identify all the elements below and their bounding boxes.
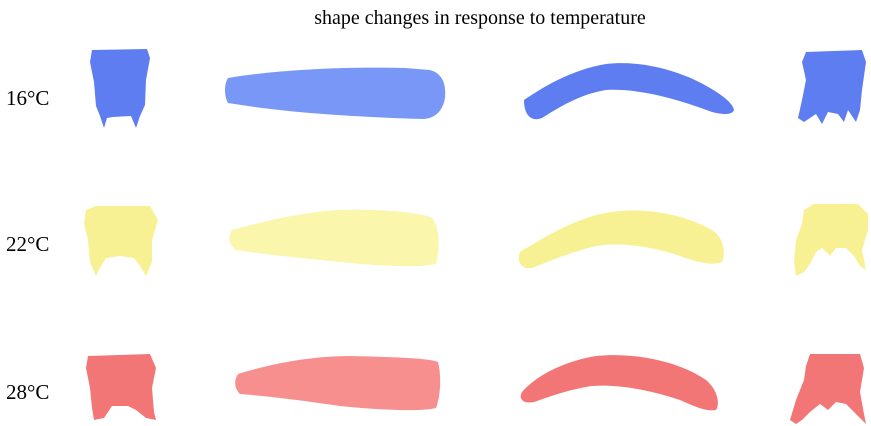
figure-title: shape changes in response to temperature — [314, 7, 646, 29]
row-16c — [90, 49, 866, 128]
shape-16c-top-view — [225, 67, 446, 119]
row-label-28c: 28°C — [6, 380, 50, 404]
shape-22c-back-view — [794, 204, 868, 276]
shape-16c-back-view — [798, 50, 866, 124]
shape-28c-front-view — [86, 354, 156, 420]
row-28c — [86, 354, 866, 424]
shape-22c-front-view — [84, 206, 158, 276]
shape-22c-side-view — [518, 210, 724, 269]
shape-22c-top-view — [229, 209, 439, 267]
shape-28c-back-view — [790, 354, 866, 424]
shape-28c-top-view — [235, 356, 441, 411]
shape-16c-front-view — [90, 49, 150, 128]
row-label-16c: 16°C — [6, 86, 50, 110]
row-22c — [84, 204, 868, 276]
shape-16c-side-view — [524, 63, 734, 120]
shape-28c-side-view — [520, 355, 718, 411]
row-label-22c: 22°C — [6, 232, 50, 256]
